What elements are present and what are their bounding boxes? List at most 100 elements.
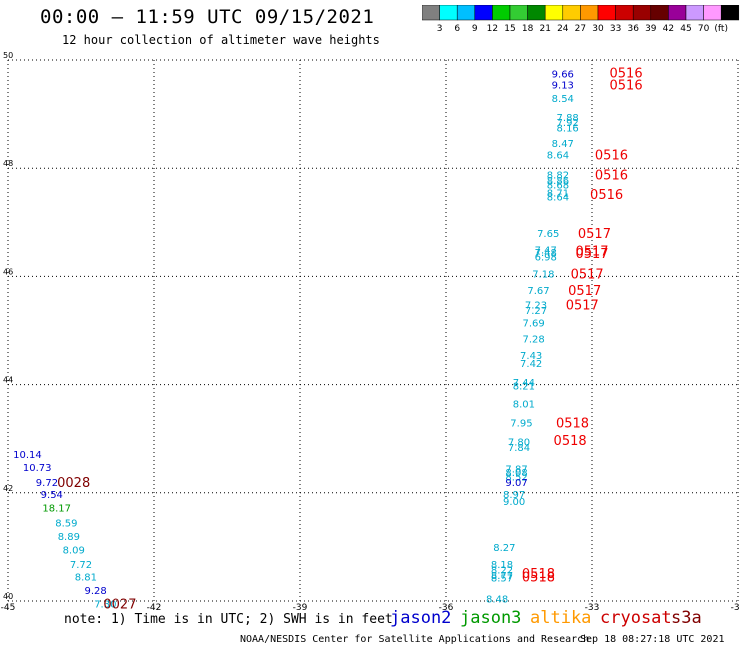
color-scale-bar: 3 6 9 12 15 18 21 24 27 30 33 36 39 42 45 70 (ft)	[422, 5, 740, 34]
color-scale-label: 24	[557, 24, 569, 34]
color-scale-label: 33	[610, 24, 621, 34]
color-scale-label: 45	[680, 24, 691, 34]
wave-height-point: 8.68	[547, 180, 569, 191]
wave-height-point: 7.67	[527, 286, 549, 297]
wave-height-point: 8.27	[493, 543, 515, 554]
color-scale-label: 21	[539, 24, 550, 34]
time-annotation: 0516	[595, 169, 628, 184]
y-tick-label: 48	[3, 159, 13, 168]
wave-height-point: 7.28	[522, 335, 544, 346]
legend-jason3: jason3	[460, 608, 522, 628]
wave-height-point: 9.54	[41, 490, 63, 501]
time-annotation: 0517	[575, 247, 608, 262]
wave-height-point: 7.72	[70, 560, 92, 571]
footer-note: note: 1) Time is in UTC; 2) SWH is in fe…	[64, 612, 393, 627]
y-tick-label: 50	[3, 51, 13, 60]
wave-height-point: 8.22	[491, 566, 513, 577]
color-scale-label: 70	[698, 24, 710, 34]
time-annotation: 0516	[595, 149, 628, 164]
wave-height-point: 8.77	[491, 571, 513, 582]
wave-height-point: 7.65	[537, 229, 559, 240]
y-tick-label: 40	[3, 592, 13, 601]
wave-height-point: 9.66	[552, 70, 574, 81]
time-annotation: 0517	[566, 299, 599, 314]
wave-height-point: 8.16	[557, 124, 579, 135]
wave-height-point: 8.59	[55, 519, 77, 530]
color-scale-label: (ft)	[714, 24, 728, 34]
wave-height-point: 7.48	[535, 248, 557, 259]
time-annotation: 0517	[578, 227, 611, 242]
time-annotation: 0516	[610, 66, 643, 81]
color-scale-label: 42	[663, 24, 674, 34]
wave-height-point: 7.23	[525, 301, 547, 312]
wave-height-point: 8.64	[547, 192, 569, 203]
color-scale-label: 18	[522, 24, 534, 34]
color-scale-label: 3	[437, 24, 443, 34]
footer-credit: NOAA/NESDIS Center for Satellite Applica…	[240, 634, 590, 645]
legend-cryosat: cryosat	[600, 608, 672, 628]
wave-height-point: 7.80	[508, 437, 530, 448]
wave-height-point: 9.28	[84, 586, 106, 597]
footer-timestamp: Sep 18 08:27:18 UTC 2021	[580, 634, 725, 645]
wave-height-point: 7.84	[508, 443, 530, 454]
x-tick-label: -33	[585, 603, 600, 613]
x-tick-label: -39	[293, 603, 308, 613]
wave-height-point: 7.42	[520, 359, 542, 370]
wave-height-point: 7.18	[532, 270, 554, 281]
wave-height-point: 8.48	[486, 594, 508, 605]
wave-height-point: 8.47	[552, 139, 574, 150]
wave-height-point: 7.92	[557, 118, 579, 129]
time-annotation: 0516	[610, 78, 643, 93]
y-tick-label: 42	[3, 484, 13, 493]
time-annotation: 0518	[554, 434, 587, 449]
wave-height-point: 7.44	[513, 378, 535, 389]
time-annotation: 0027	[103, 598, 136, 613]
x-tick-label: -36	[439, 603, 454, 613]
wave-height-point: 8.54	[552, 94, 574, 105]
legend-s3a: s3a	[671, 608, 702, 628]
wave-height-point: 8.08	[505, 468, 527, 479]
wave-height-point: 8.71	[547, 189, 569, 200]
time-annotation: 0518	[522, 571, 555, 586]
x-tick-label: -42	[147, 603, 162, 613]
wave-height-point: 7.95	[510, 418, 532, 429]
wave-height-point: 10.73	[23, 463, 52, 474]
y-tick-label: 46	[3, 267, 13, 276]
time-annotation: 0518	[556, 416, 589, 431]
color-scale-label: 36	[627, 24, 639, 34]
wave-height-point: 7.43	[520, 351, 542, 362]
wave-height-point: 8.09	[63, 546, 85, 557]
wave-height-point: 8.01	[513, 400, 535, 411]
legend-altika: altika	[530, 608, 592, 628]
color-scale-label: 6	[454, 24, 460, 34]
wave-height-point: 9.00	[503, 497, 525, 508]
wave-height-point: 8.86	[547, 176, 569, 187]
wave-height-point: 6.98	[535, 252, 557, 263]
color-scale-label: 30	[592, 24, 604, 34]
chart-subtitle: 12 hour collection of altimeter wave hei…	[62, 33, 380, 47]
time-annotation: 0518	[522, 567, 555, 582]
chart-title: 00:00 – 11:59 UTC 09/15/2021	[40, 6, 375, 28]
wave-height-point: 18.17	[42, 503, 71, 514]
color-scale-label: 12	[487, 24, 498, 34]
wave-height-point: 9.07	[505, 478, 527, 489]
wave-height-point: 7.30	[94, 600, 116, 611]
wave-height-point: 8.64	[547, 151, 569, 162]
time-annotation: 0517	[571, 268, 604, 283]
wave-height-point: 7.27	[525, 306, 547, 317]
wave-height-point: 7.88	[557, 113, 579, 124]
wave-height-point: 8.18	[491, 560, 513, 571]
wave-height-point: 9.13	[552, 80, 574, 91]
time-annotation: 0516	[590, 188, 623, 203]
x-tick-label: -30	[731, 603, 740, 613]
y-tick-label: 44	[3, 376, 13, 385]
color-swatch	[720, 5, 740, 21]
color-scale-label: 15	[504, 24, 515, 34]
wave-height-point: 10.14	[13, 450, 42, 461]
wave-height-point: 8.52	[505, 473, 527, 484]
wave-height-point: 8.97	[503, 490, 525, 501]
legend-jason2: jason2	[390, 608, 452, 628]
wave-height-point: 7.87	[505, 464, 527, 475]
wave-height-point: 9.72	[36, 478, 58, 489]
